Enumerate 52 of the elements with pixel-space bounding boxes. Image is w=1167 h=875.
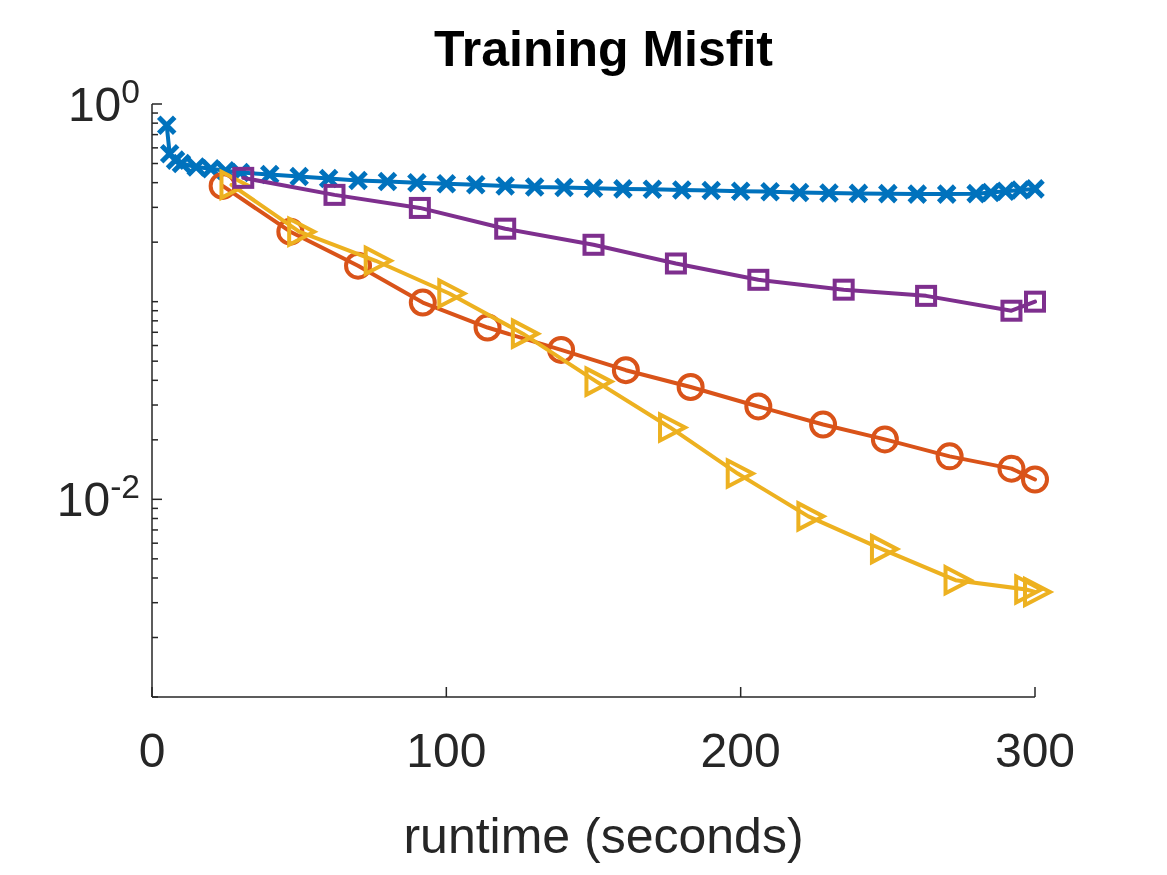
x-tick-label: 100 — [406, 724, 487, 777]
point — [156, 114, 178, 136]
point — [1024, 290, 1046, 313]
point — [869, 534, 899, 565]
x-axis-title: runtime (seconds) — [403, 808, 804, 864]
point — [408, 288, 437, 317]
point — [664, 252, 687, 275]
point — [915, 284, 938, 307]
point — [676, 373, 705, 402]
point — [906, 183, 928, 205]
point — [376, 171, 398, 193]
x-tick-label: 0 — [138, 724, 166, 777]
x-tick-label: 200 — [700, 724, 781, 777]
point — [847, 182, 869, 204]
point — [997, 454, 1026, 483]
point — [611, 356, 640, 385]
point — [877, 183, 899, 205]
point — [789, 181, 811, 203]
point — [747, 268, 770, 291]
point — [494, 217, 517, 240]
point — [524, 176, 546, 198]
point — [612, 178, 634, 200]
point — [406, 172, 428, 194]
y-tick-label: 10$^{-2}$ — [56, 467, 140, 527]
point — [641, 178, 663, 200]
point — [435, 173, 457, 195]
point — [700, 180, 722, 202]
point — [832, 278, 855, 301]
point — [583, 177, 604, 199]
point — [870, 425, 899, 454]
point — [936, 183, 958, 205]
point — [1000, 299, 1023, 322]
point — [553, 177, 575, 199]
x-tick-label: 300 — [994, 724, 1076, 777]
chart-title: Training Misfit — [434, 21, 774, 77]
y-tick-label: 10$^{0}$ — [67, 72, 140, 131]
point — [159, 143, 181, 165]
point — [935, 442, 964, 471]
point — [759, 181, 781, 203]
point — [347, 170, 369, 192]
point — [809, 410, 838, 439]
point — [671, 179, 693, 201]
point — [323, 183, 346, 206]
point — [408, 196, 431, 219]
point — [1021, 465, 1049, 494]
point — [582, 233, 605, 256]
point — [744, 392, 773, 421]
point — [818, 182, 840, 204]
point — [465, 174, 487, 196]
point — [730, 180, 752, 202]
point — [494, 175, 516, 197]
point — [288, 165, 310, 187]
